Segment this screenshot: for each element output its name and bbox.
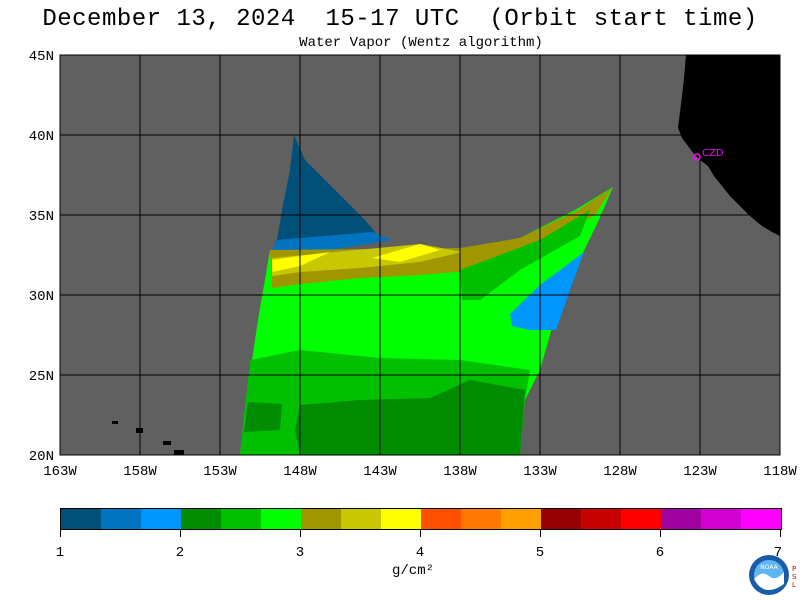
island-maui xyxy=(163,441,171,445)
colorbar-tick-label: 1 xyxy=(55,545,65,561)
colorbar-tick-label: 3 xyxy=(295,545,305,561)
colorbar-swatch xyxy=(221,509,261,529)
latitude-label: 35N xyxy=(29,209,54,225)
colorbar-tick-label: 2 xyxy=(175,545,185,561)
colorbar-tick-mark xyxy=(60,529,61,537)
colorbar-swatch xyxy=(261,509,301,529)
colorbar-tick-label: 6 xyxy=(655,545,665,561)
colorbar-swatch xyxy=(701,509,741,529)
latitude-label: 25N xyxy=(29,369,54,385)
colorbar-tick-label: 4 xyxy=(415,545,425,561)
longitude-label: 138W xyxy=(443,464,477,480)
colorbar-tick-mark xyxy=(540,529,541,537)
swath-band-yellow xyxy=(272,244,440,272)
latitude-label: 45N xyxy=(29,49,54,65)
colorbar-units: g/cm² xyxy=(392,563,435,579)
page-subtitle: Water Vapor (Wentz algorithm) xyxy=(299,35,543,51)
colorbar-swatch xyxy=(581,509,621,529)
colorbar-swatch xyxy=(61,509,101,529)
colorbar-swatch xyxy=(181,509,221,529)
latitude-labels: 45N 40N 35N 30N 25N 20N xyxy=(29,49,54,465)
colorbar-swatch xyxy=(741,509,781,529)
swath-south-darkgreen xyxy=(244,380,525,455)
colorbar-tick-label: 5 xyxy=(535,545,545,561)
island-hawaii xyxy=(174,450,184,455)
colorbar-swatch xyxy=(141,509,181,529)
colorbar-swatch xyxy=(301,509,341,529)
longitude-label: 133W xyxy=(523,464,557,480)
swath-dry-slot xyxy=(510,252,584,330)
colorbar-swatch xyxy=(621,509,661,529)
colorbar-swatch xyxy=(101,509,141,529)
colorbar-swatch xyxy=(341,509,381,529)
longitude-label: 148W xyxy=(283,464,317,480)
longitude-label: 118W xyxy=(763,464,797,480)
station-label: CZD xyxy=(702,148,724,159)
island-kauai xyxy=(112,421,118,424)
longitude-label: 143W xyxy=(363,464,397,480)
longitude-label: 158W xyxy=(123,464,157,480)
svg-text:NOAA: NOAA xyxy=(760,564,778,571)
colorbar-tick-mark xyxy=(780,529,781,537)
page-title: December 13, 2024 15-17 UTC (Orbit start… xyxy=(42,6,758,33)
latitude-label: 20N xyxy=(29,449,54,465)
colorbar-swatch xyxy=(461,509,501,529)
station-marker xyxy=(693,153,701,161)
latitude-label: 40N xyxy=(29,129,54,145)
swath-band-mediumgreen xyxy=(460,210,590,300)
colorbar-tick-mark xyxy=(660,529,661,537)
longitude-label: 163W xyxy=(43,464,77,480)
colorbar-tick-label: 7 xyxy=(773,545,783,561)
longitude-label: 123W xyxy=(683,464,717,480)
colorbar-tick-mark xyxy=(300,529,301,537)
longitude-label: 128W xyxy=(603,464,637,480)
colorbar-swatch xyxy=(541,509,581,529)
coastline-land xyxy=(678,55,780,236)
swath-lobe-darkblue xyxy=(276,135,375,246)
colorbar-swatch xyxy=(381,509,421,529)
graticule xyxy=(59,54,781,456)
colorbar-swatch xyxy=(501,509,541,529)
colorbar-swatch xyxy=(421,509,461,529)
colorbar xyxy=(60,508,782,530)
colorbar-tick-mark xyxy=(180,529,181,537)
longitude-labels: 163W 158W 153W 148W 143W 138W 133W 128W 123W 118W xyxy=(43,464,797,480)
colorbar-tick-mark xyxy=(420,529,421,537)
latitude-label: 30N xyxy=(29,289,54,305)
colorbar-swatch xyxy=(661,509,701,529)
longitude-label: 153W xyxy=(203,464,237,480)
noaa-logo: NOAA xyxy=(749,555,789,595)
swath-band-blue xyxy=(272,232,392,252)
